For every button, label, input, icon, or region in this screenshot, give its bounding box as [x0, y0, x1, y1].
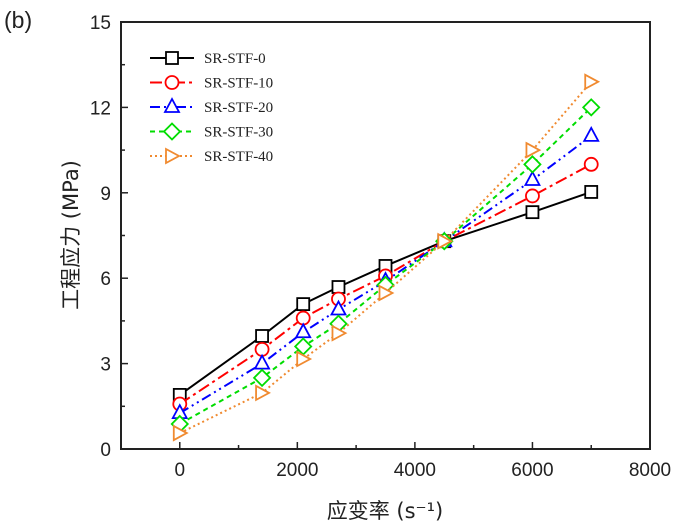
marker-triangle-up — [294, 322, 312, 339]
series-line — [179, 135, 592, 414]
marker-square — [584, 185, 599, 199]
marker-triangle-up — [523, 170, 541, 186]
x-tick-label: 0 — [174, 460, 185, 481]
marker-triangle-right — [296, 350, 313, 368]
marker-diamond — [581, 98, 601, 117]
marker-triangle-right — [331, 324, 348, 342]
marker-triangle-up — [582, 125, 600, 142]
x-tick-label: 2000 — [276, 460, 318, 481]
marker-triangle-right — [255, 384, 271, 402]
marker-triangle-up — [253, 353, 271, 370]
x-tick-label: 4000 — [394, 460, 436, 481]
marker-diamond — [523, 155, 542, 174]
marker-circle — [525, 188, 540, 204]
marker-square — [331, 280, 346, 294]
x-tick-label: 6000 — [511, 460, 553, 481]
series-line — [179, 163, 592, 405]
legend-label: SR-STF-30 — [204, 125, 273, 141]
marker-triangle-right — [165, 147, 181, 165]
marker-triangle-up — [163, 97, 181, 113]
y-tick-label: 12 — [90, 98, 111, 119]
legend: SR-STF-0 SR-STF-10 SR-STF-20 SR-STF-30 SR-ST… — [150, 51, 273, 165]
marker-triangle-right — [437, 232, 454, 250]
marker-square — [255, 329, 269, 343]
marker-triangle-right — [525, 141, 542, 159]
series-line — [179, 106, 592, 425]
marker-triangle-right — [378, 284, 395, 302]
legend-label: SR-STF-10 — [204, 76, 273, 92]
marker-square — [165, 51, 179, 65]
marker-circle — [164, 75, 180, 90]
legend-label: SR-STF-20 — [204, 100, 273, 116]
y-tick-label: 15 — [90, 13, 111, 34]
marker-square — [525, 205, 540, 220]
y-tick-label: 3 — [100, 355, 111, 376]
x-axis-label: 应变率 (s⁻¹) — [327, 499, 444, 523]
marker-diamond — [162, 122, 182, 141]
marker-square — [296, 297, 311, 312]
y-tick-label: 0 — [100, 440, 111, 461]
y-tick-label: 6 — [100, 269, 111, 290]
marker-triangle-right — [172, 424, 189, 442]
legend-label: SR-STF-0 — [204, 51, 266, 67]
marker-circle — [583, 156, 599, 172]
series-line — [179, 81, 592, 434]
plot-frame — [120, 21, 651, 450]
panel-label: (b) — [4, 7, 32, 33]
y-axis-label: 工程应力 (MPa) — [59, 160, 83, 310]
marker-triangle-right — [584, 73, 601, 91]
marker-diamond — [252, 368, 272, 388]
legend-label: SR-STF-40 — [204, 149, 273, 165]
y-tick-label: 9 — [100, 184, 111, 205]
series-SR-STF-40 — [172, 73, 601, 442]
x-tick-label: 8000 — [629, 460, 671, 481]
